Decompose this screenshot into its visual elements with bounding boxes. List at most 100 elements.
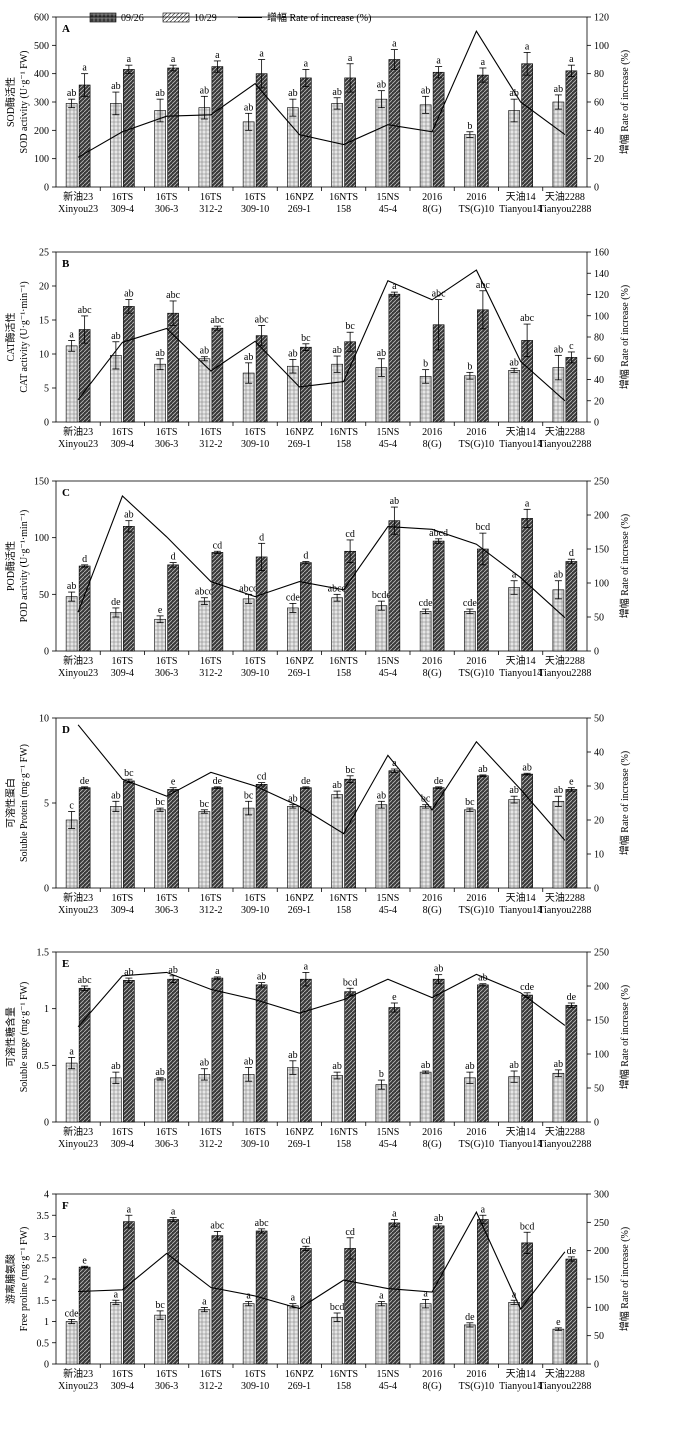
x-tick-label: 269-1 [288, 1139, 311, 1150]
significance-label: e [82, 1255, 87, 1266]
significance-label: ab [554, 570, 563, 581]
significance-label: de [567, 1246, 577, 1257]
x-tick-label: 2016 [466, 656, 486, 667]
significance-label: a [69, 329, 74, 340]
rate-line [77, 269, 566, 402]
x-tick-label: 16TS [156, 893, 178, 904]
plot-frame [55, 480, 588, 652]
x-tick-label: Xinyou23 [58, 204, 98, 215]
x-tick-label: 16NPZ [285, 1127, 314, 1138]
x-tick-label: 2016 [466, 893, 486, 904]
bar-series2 [255, 783, 268, 889]
x-tick-label: 新油23 [63, 654, 93, 667]
bar-series1 [464, 134, 476, 188]
legend-label-series1: 09/26 [121, 13, 144, 24]
bar-series2 [565, 789, 578, 889]
significance-label: ab [421, 85, 430, 96]
significance-label: bc [465, 797, 475, 808]
y-tick-label: 10 [39, 350, 49, 361]
x-tick-label: 2016 [466, 192, 486, 203]
y2-tick-label: 100 [594, 579, 609, 590]
significance-label: a [69, 1046, 74, 1057]
x-tick-label: 新油23 [63, 891, 93, 904]
x-tick-label: 2016 [422, 893, 442, 904]
bar-series1 [110, 1302, 122, 1365]
bar-series1 [508, 587, 520, 652]
significance-label: a [171, 54, 176, 65]
x-tick-label: 269-1 [288, 204, 311, 215]
bar-series1 [287, 1067, 299, 1123]
x-tick-label: 15NS [376, 427, 399, 438]
bar-series1 [375, 1303, 388, 1365]
rate-line [77, 971, 566, 1028]
x-tick-label: 306-3 [155, 204, 178, 215]
bar-series2 [344, 778, 356, 889]
bar-series2 [167, 312, 179, 423]
significance-label: a [304, 58, 309, 69]
bar-series2 [565, 1258, 578, 1365]
significance-label: ab [124, 289, 133, 300]
x-tick-label: 309-10 [241, 1381, 269, 1392]
x-tick-label: 309-10 [241, 905, 269, 916]
bar-series2 [255, 556, 268, 652]
y2-tick-label: 120 [594, 290, 609, 301]
x-tick-label: 天油14 [506, 190, 536, 203]
y2-tick-label: 100 [594, 41, 609, 52]
x-tick-label: 2016 [466, 427, 486, 438]
significance-label: de [567, 992, 577, 1003]
bar-series1 [65, 345, 78, 423]
legend-swatch-series2 [162, 12, 190, 23]
x-tick-label: 新油23 [63, 1125, 93, 1138]
bar-series2 [211, 552, 224, 652]
x-tick-label: Tianyou2288 [538, 1381, 591, 1392]
significance-label: e [556, 1317, 561, 1328]
bar-series2 [123, 1221, 135, 1365]
significance-label: bc [301, 333, 311, 344]
x-tick-label: 16TS [200, 1127, 222, 1138]
y-tick-label: 3.5 [37, 1211, 50, 1222]
significance-label: a [114, 1289, 119, 1300]
panel-letter: F [62, 1200, 69, 1212]
x-tick-label: 16TS [156, 1127, 178, 1138]
y2-axis-label: 增幅 Rate of increase (%) [618, 514, 631, 618]
x-tick-label: 16TS [112, 192, 134, 203]
significance-label: a [202, 1296, 207, 1307]
y-tick-label: 0 [44, 418, 49, 429]
x-tick-label: 16TS [200, 893, 222, 904]
y-tick-label: 1.5 [37, 948, 50, 959]
bar-series2 [344, 991, 356, 1123]
x-tick-label: 309-4 [111, 1139, 134, 1150]
y2-tick-label: 200 [594, 1246, 609, 1257]
bar-series2 [388, 520, 401, 652]
x-tick-label: 16TS [156, 427, 178, 438]
x-tick-label: 309-10 [241, 1139, 269, 1150]
bar-series1 [65, 596, 78, 652]
bar-series1 [65, 819, 78, 889]
bar-series2 [78, 1266, 91, 1365]
significance-label: cde [520, 982, 534, 993]
significance-label: e [392, 992, 397, 1003]
y2-tick-label: 200 [594, 982, 609, 993]
significance-label: e [569, 777, 574, 788]
plot-frame [55, 251, 588, 423]
x-tick-label: 312-2 [199, 204, 222, 215]
significance-label: cd [345, 1227, 354, 1238]
x-tick-label: 16NPZ [285, 656, 314, 667]
bar-series2 [521, 518, 533, 652]
legend-label-line: 增幅 Rate of increase (%) [267, 11, 371, 24]
significance-label: cde [419, 598, 433, 609]
y2-tick-label: 0 [594, 884, 599, 895]
bar-series2 [344, 77, 356, 188]
significance-label: ab [554, 1059, 563, 1070]
x-tick-label: Xinyou23 [58, 905, 98, 916]
x-tick-label: 2016 [466, 1369, 486, 1380]
x-tick-label: 8(G) [423, 905, 442, 916]
x-tick-label: 2016 [422, 1369, 442, 1380]
bar-series2 [521, 1242, 533, 1365]
significance-label: bc [124, 768, 134, 779]
bar-series1 [508, 799, 520, 889]
y-axis-label-en: Free proline (mg·g⁻¹ FW) [19, 1227, 30, 1332]
significance-label: abcd [239, 583, 258, 594]
y-axis-label-cn: 可溶性蛋白 [4, 778, 17, 828]
bar-series1 [419, 806, 432, 889]
